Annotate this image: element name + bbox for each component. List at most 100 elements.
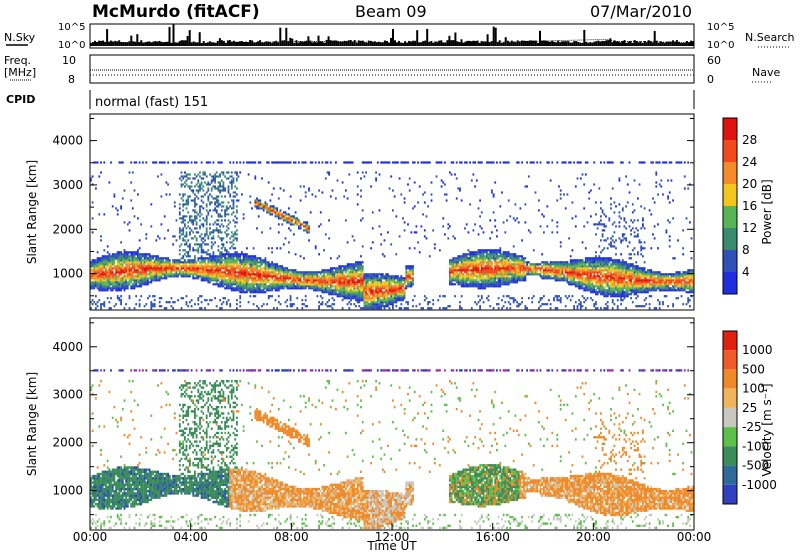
power-cell [504, 269, 507, 272]
power-cell [323, 271, 325, 274]
power-cell [361, 299, 364, 302]
power-cell [128, 283, 131, 286]
power-cell [155, 255, 158, 258]
power-cell [224, 249, 226, 252]
power-cell [293, 161, 295, 164]
power-cell [162, 273, 164, 276]
power-cell [420, 161, 423, 164]
power-cell [163, 237, 166, 240]
power-cell [229, 267, 232, 270]
power-cell [351, 269, 354, 272]
power-cell [338, 283, 341, 286]
power-cell [408, 273, 411, 276]
power-cell [329, 195, 332, 198]
power-cell [472, 279, 475, 282]
power-cell [469, 257, 471, 260]
power-cell [319, 273, 322, 276]
power-cell [130, 161, 133, 164]
power-cell [140, 255, 143, 258]
noise-bar [98, 40, 101, 46]
power-cell [106, 275, 109, 278]
power-cell [469, 251, 471, 254]
noise-bar [440, 40, 443, 46]
power-cell [381, 301, 384, 304]
power-cell [182, 261, 185, 264]
power-cell [103, 305, 106, 308]
power-cell [157, 265, 159, 268]
power-cell [408, 265, 411, 268]
noise-bar [458, 42, 461, 46]
power-cell [454, 277, 456, 280]
power-cell [368, 291, 371, 294]
power-cell [276, 287, 278, 290]
power-cell [219, 215, 221, 218]
power-cell [217, 195, 220, 198]
power-cell [385, 283, 388, 286]
power-cell [184, 181, 186, 184]
power-cell [187, 305, 190, 308]
noise-bar [472, 40, 475, 46]
power-cell [383, 297, 386, 300]
power-cell [507, 255, 510, 258]
power-cell [189, 271, 191, 274]
power-cell [304, 229, 307, 232]
power-cell [153, 161, 156, 164]
power-cell [178, 231, 181, 234]
power-cell [222, 275, 225, 278]
power-cell [402, 295, 404, 298]
power-cell [298, 221, 300, 224]
power-cell [200, 267, 203, 270]
power-cell [160, 223, 163, 226]
power-cell [256, 269, 258, 272]
noise-bar [102, 40, 105, 46]
power-cell [192, 275, 195, 278]
power-cell [393, 195, 396, 198]
power-cell [455, 273, 458, 276]
power-cell [402, 289, 404, 292]
power-cell [375, 297, 377, 300]
power-cell [464, 259, 466, 262]
power-cell [256, 275, 258, 278]
power-cell [408, 275, 411, 278]
power-cell [199, 187, 201, 190]
power-cell [184, 175, 186, 178]
power-cell [496, 235, 498, 238]
power-cell [224, 275, 226, 278]
power-cell [309, 287, 312, 290]
power-cell [155, 261, 158, 264]
power-cell [209, 223, 211, 226]
power-cell [189, 195, 191, 198]
noise-bar [208, 41, 211, 46]
power-cell [454, 257, 456, 260]
power-cell [340, 273, 342, 276]
power-cell [91, 231, 94, 234]
power-cell [361, 279, 364, 282]
power-cell [418, 185, 421, 188]
power-cell [165, 267, 168, 270]
power-cell [402, 299, 404, 302]
power-cell [108, 181, 111, 184]
power-cell [192, 223, 195, 226]
power-cell [257, 307, 260, 310]
power-cell [291, 283, 294, 286]
noise-bar [504, 37, 507, 46]
power-cell [465, 265, 468, 268]
power-cell [361, 293, 364, 296]
power-cell [341, 269, 344, 272]
power-cell [194, 303, 196, 306]
power-cell [303, 225, 305, 228]
power-cell [138, 267, 141, 270]
power-cell [303, 279, 305, 282]
noise-bar [534, 40, 537, 46]
power-cell [195, 221, 198, 224]
power-cell [432, 303, 435, 306]
power-cell [281, 283, 284, 286]
power-cell [190, 237, 193, 240]
power-cell [378, 281, 381, 284]
power-cell [348, 295, 351, 298]
power-cell [133, 161, 136, 164]
power-cell [130, 275, 133, 278]
power-cell [197, 213, 200, 216]
power-cell [371, 289, 374, 292]
power-cell [329, 277, 332, 280]
